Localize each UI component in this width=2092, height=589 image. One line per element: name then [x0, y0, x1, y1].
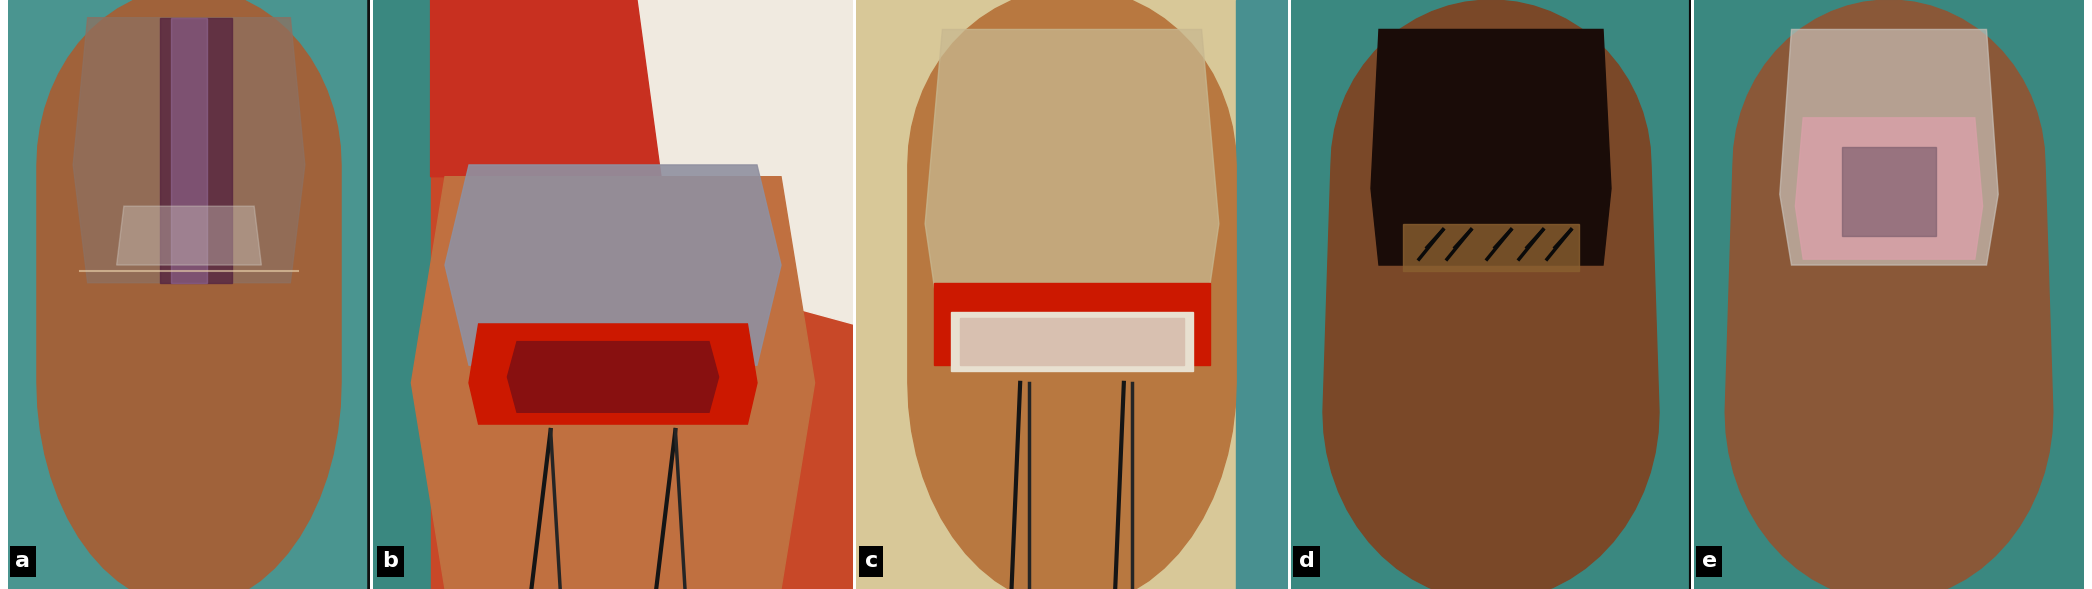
Text: e: e [1701, 551, 1718, 571]
Text: c: c [864, 551, 879, 571]
Polygon shape [1795, 118, 1983, 259]
Polygon shape [933, 283, 1211, 365]
Text: a: a [15, 551, 29, 571]
Polygon shape [38, 0, 341, 589]
Polygon shape [925, 29, 1220, 342]
Polygon shape [1370, 29, 1611, 265]
Polygon shape [446, 165, 780, 365]
Polygon shape [1780, 29, 1998, 265]
Text: d: d [1299, 551, 1316, 571]
Polygon shape [508, 342, 718, 412]
Polygon shape [117, 206, 262, 265]
Polygon shape [1843, 147, 1935, 236]
Polygon shape [73, 18, 305, 283]
Polygon shape [1322, 0, 1659, 589]
Bar [952, 312, 1192, 371]
Bar [431, 0, 854, 589]
Polygon shape [161, 18, 232, 283]
Bar [1236, 0, 1289, 589]
Polygon shape [636, 0, 854, 324]
Polygon shape [412, 177, 814, 589]
Bar [372, 0, 431, 589]
Polygon shape [1404, 224, 1579, 271]
Polygon shape [172, 18, 207, 283]
Polygon shape [431, 0, 661, 177]
Polygon shape [908, 0, 1236, 589]
Polygon shape [469, 324, 757, 424]
Text: b: b [383, 551, 397, 571]
Polygon shape [960, 318, 1184, 365]
Polygon shape [1726, 0, 2052, 589]
